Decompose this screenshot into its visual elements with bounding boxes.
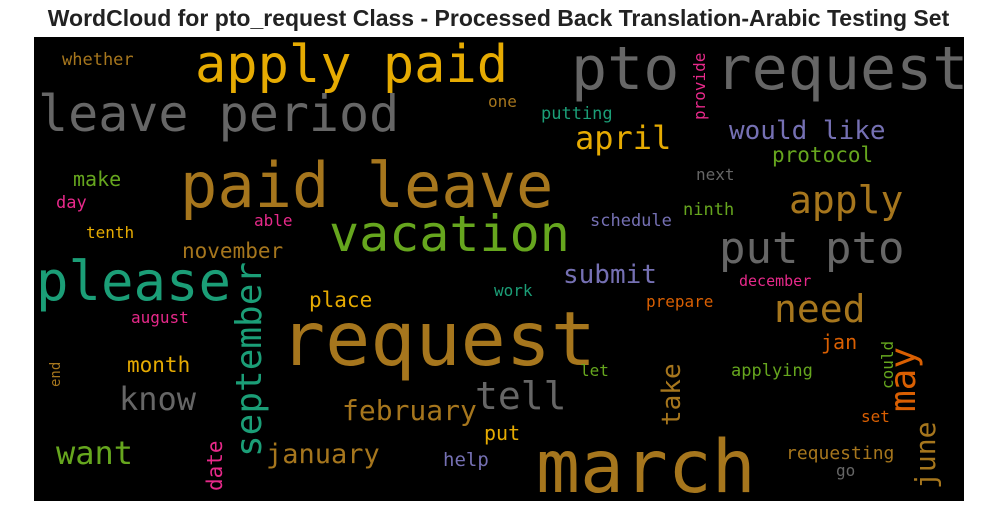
wordcloud-canvas: request march paid leave pto request apply p…: [34, 37, 964, 501]
word-provide: provide: [690, 52, 709, 120]
word-take: take: [657, 363, 687, 426]
word-jan: jan: [821, 330, 858, 354]
word-november: november: [182, 239, 284, 263]
word-know: know: [119, 380, 197, 418]
word-leave-period: leave period: [38, 85, 400, 143]
word-tell: tell: [475, 374, 567, 418]
word-apply: apply: [789, 178, 904, 222]
word-one: one: [488, 92, 517, 111]
word-date: date: [203, 440, 227, 491]
word-put-pto: put pto: [719, 223, 905, 274]
word-day: day: [56, 193, 87, 213]
word-applying: applying: [731, 361, 813, 381]
word-ninth: ninth: [683, 200, 735, 220]
word-need: need: [774, 287, 866, 331]
word-submit: submit: [563, 260, 657, 290]
word-go: go: [836, 461, 856, 480]
word-want: want: [56, 434, 134, 472]
word-pto-request: pto request: [571, 37, 964, 104]
word-prepare: prepare: [646, 292, 714, 311]
word-march: march: [536, 425, 756, 501]
word-place: place: [309, 288, 373, 312]
word-february: february: [342, 394, 477, 427]
word-schedule: schedule: [590, 211, 672, 231]
word-request: request: [280, 295, 597, 383]
word-apply-paid: apply paid: [195, 37, 509, 95]
word-requesting: requesting: [786, 443, 895, 464]
word-set: set: [861, 407, 890, 426]
word-tenth: tenth: [86, 223, 135, 242]
word-work: work: [494, 281, 533, 300]
word-make: make: [73, 167, 122, 191]
word-month: month: [127, 353, 191, 377]
word-protocol: protocol: [772, 143, 874, 167]
word-able: able: [254, 211, 293, 230]
word-let: let: [580, 361, 609, 380]
word-august: august: [131, 308, 189, 327]
word-please: please: [36, 250, 232, 313]
word-april: april: [575, 119, 672, 157]
word-would-like: would like: [729, 116, 886, 146]
word-could: could: [878, 340, 897, 389]
word-december: december: [739, 272, 812, 290]
word-june: june: [909, 421, 942, 489]
word-vacation: vacation: [329, 205, 570, 263]
word-september: september: [229, 261, 270, 457]
word-end: end: [48, 361, 64, 387]
chart-title: WordCloud for pto_request Class - Proces…: [47, 5, 950, 31]
word-whether: whether: [62, 50, 134, 70]
word-january: january: [266, 439, 380, 470]
word-putting: putting: [541, 104, 613, 124]
word-paid-leave: paid leave: [180, 149, 554, 222]
word-put: put: [484, 421, 521, 445]
word-help: help: [443, 449, 489, 471]
word-next: next: [696, 165, 735, 184]
